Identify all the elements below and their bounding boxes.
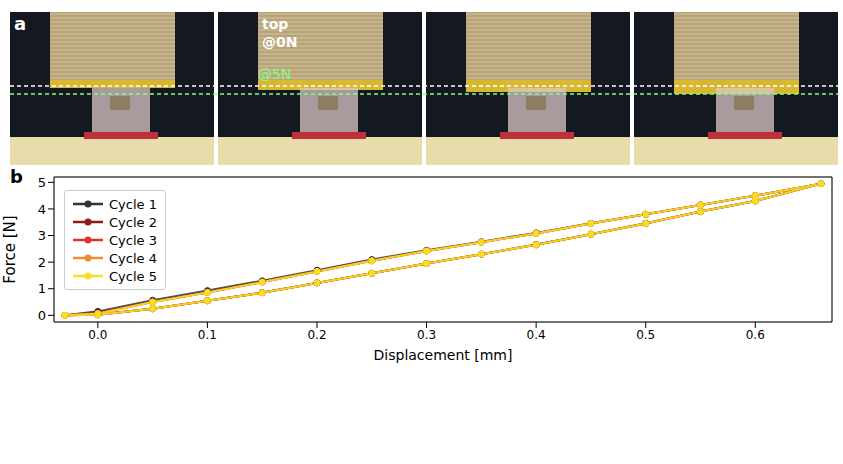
svg-text:Force [N]: Force [N]	[1, 215, 19, 283]
svg-text:0.0: 0.0	[88, 328, 107, 342]
svg-text:5: 5	[38, 175, 46, 190]
svg-text:@5N: @5N	[258, 66, 291, 82]
svg-text:1: 1	[38, 281, 46, 296]
svg-text:0.1: 0.1	[198, 328, 217, 342]
svg-text:a: a	[14, 13, 26, 34]
svg-text:0.6: 0.6	[746, 328, 765, 342]
svg-text:0.3: 0.3	[417, 328, 436, 342]
svg-text:4: 4	[38, 202, 46, 217]
svg-text:0.2: 0.2	[307, 328, 326, 342]
svg-text:0.4: 0.4	[527, 328, 546, 342]
html-text:b: b	[10, 166, 23, 187]
svg-text:0.5: 0.5	[636, 328, 655, 342]
svg-text:2: 2	[38, 255, 46, 270]
svg-text:@0N: @0N	[262, 34, 297, 50]
html-text:Cycle 4: Cycle 4	[109, 250, 157, 266]
html-text:Cycle 5: Cycle 5	[109, 268, 157, 284]
html-text:Cycle 1: Cycle 1	[109, 196, 157, 212]
html-text:Cycle 3: Cycle 3	[109, 232, 157, 248]
svg-text:0: 0	[38, 308, 46, 323]
svg-text:Displacement [mm]: Displacement [mm]	[374, 347, 513, 363]
svg-text:3: 3	[38, 228, 46, 243]
html-text:Cycle 2: Cycle 2	[109, 214, 157, 230]
svg-text:top: top	[262, 16, 288, 32]
